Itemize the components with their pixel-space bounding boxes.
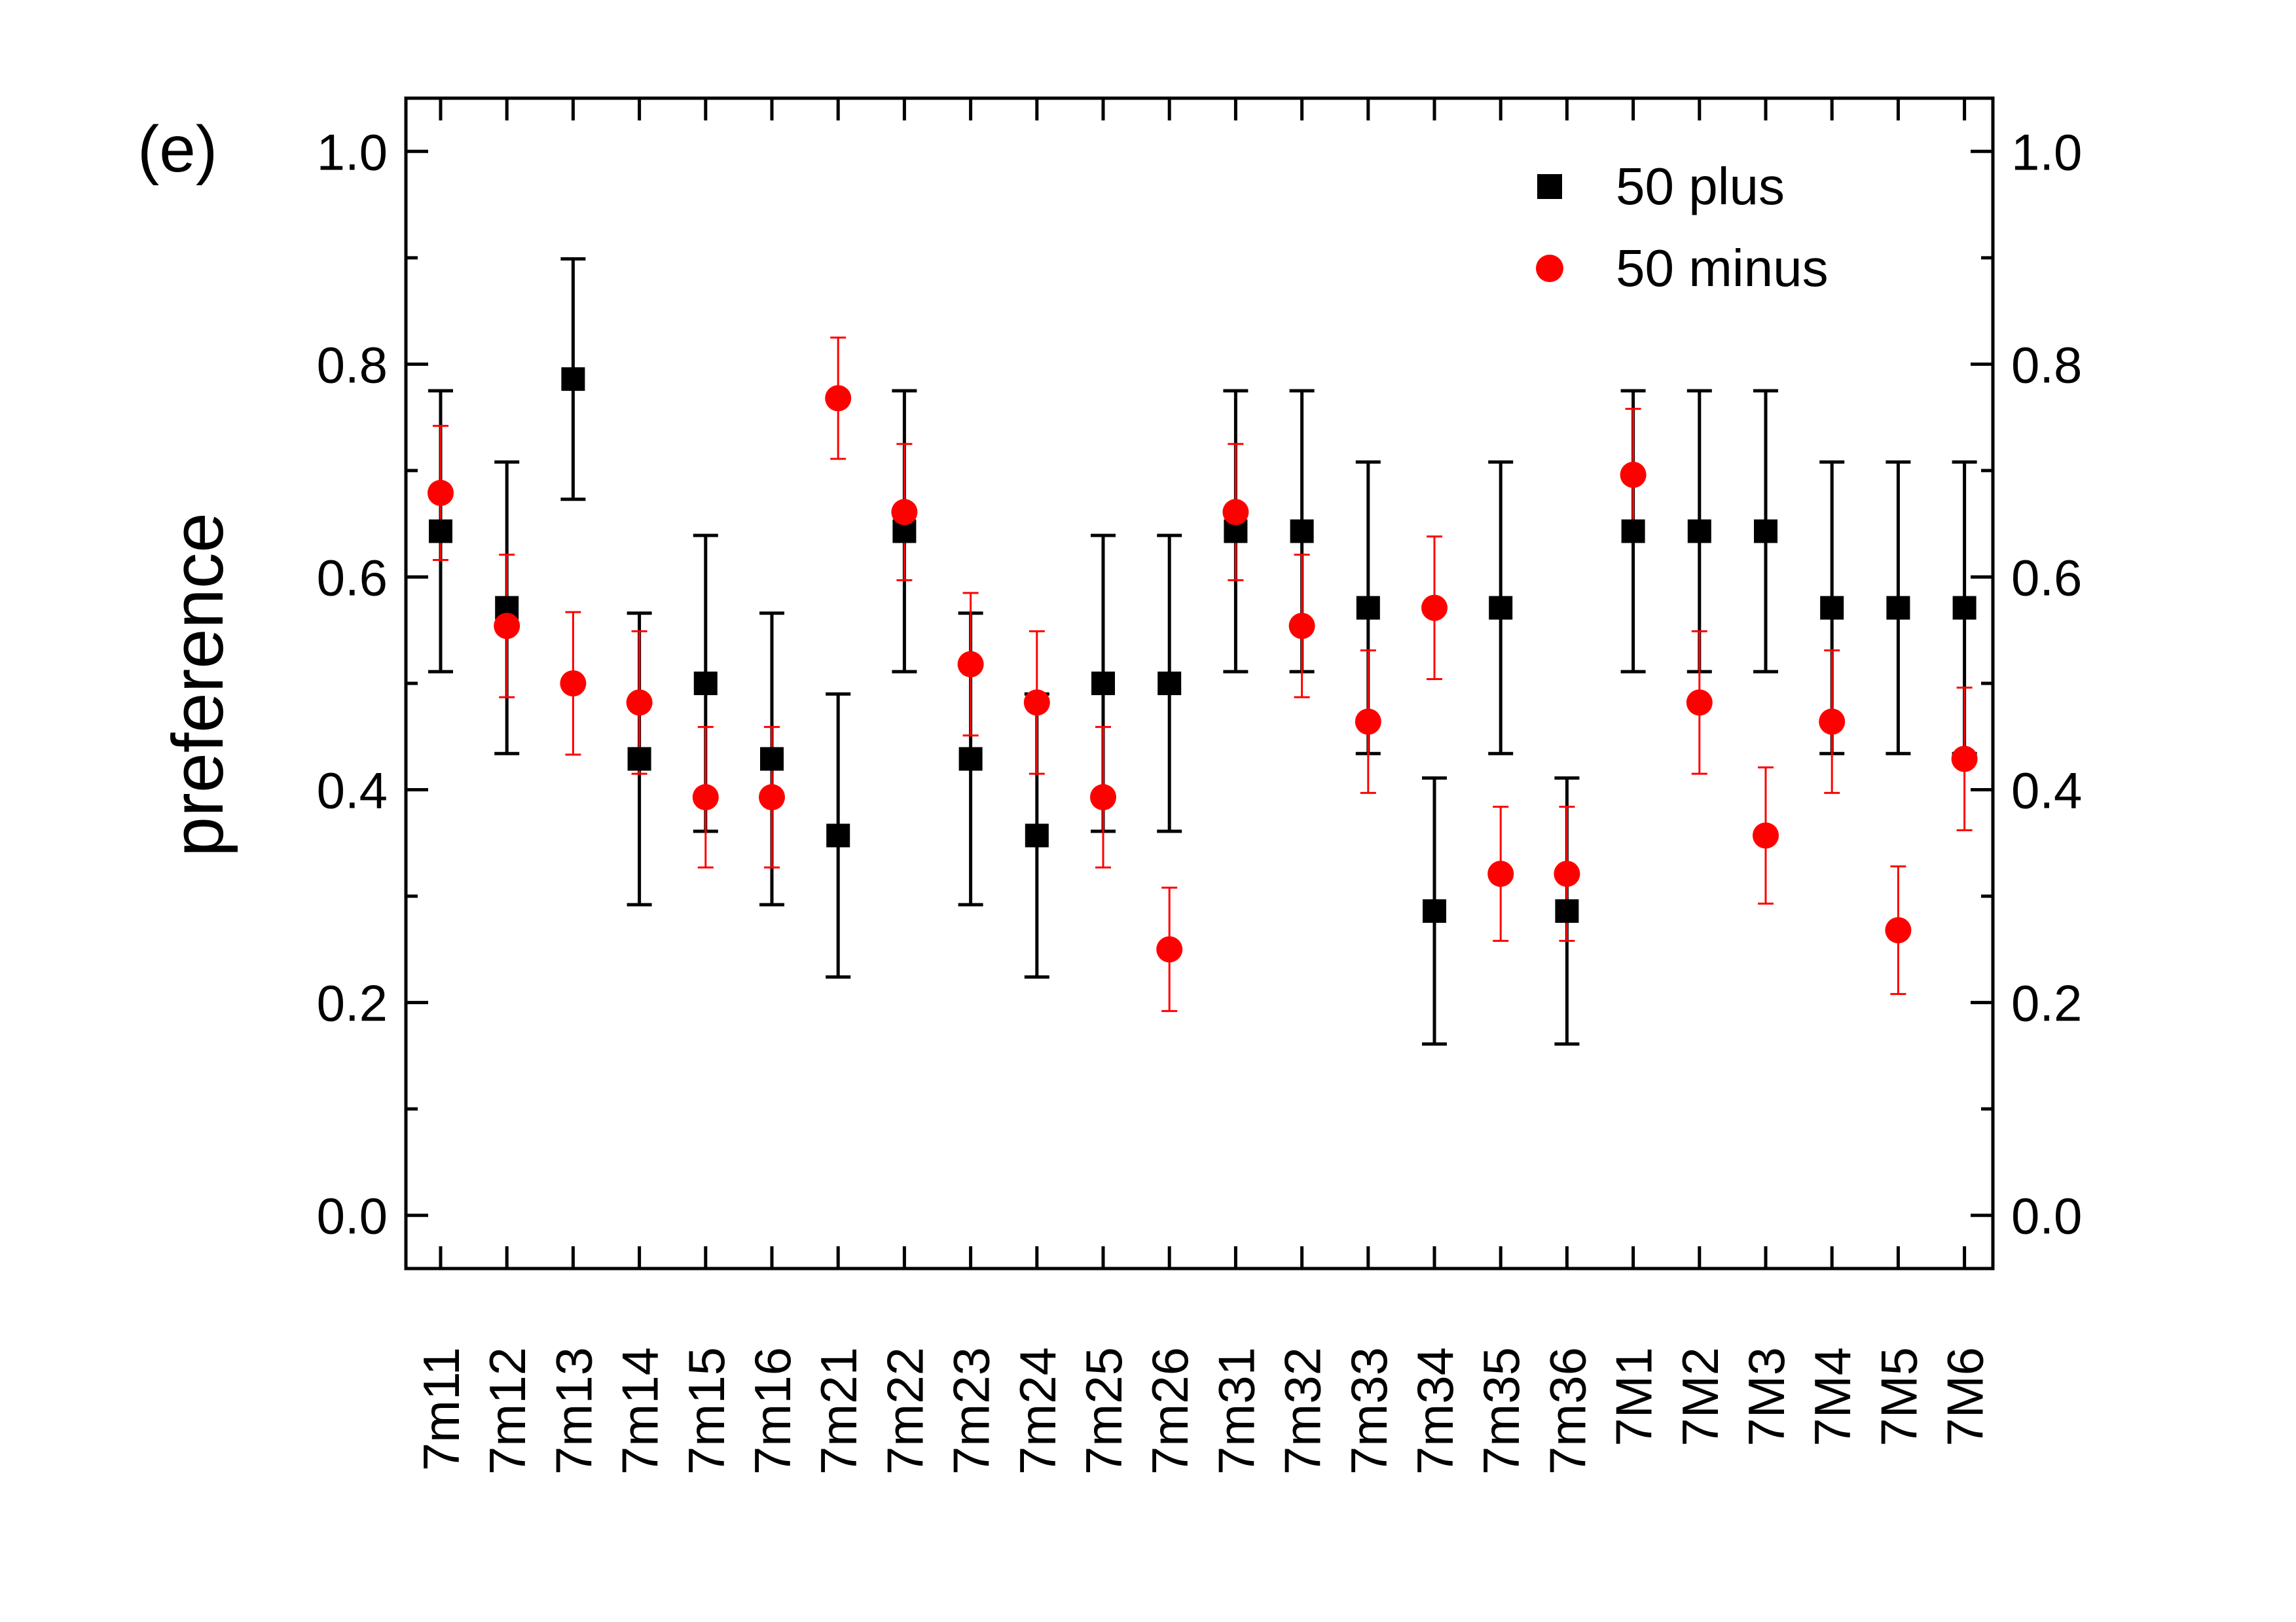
data-point-50-minus (891, 499, 918, 526)
legend-label-50-minus: 50 minus (1616, 239, 1829, 297)
x-category-label: 7m36 (1539, 1347, 1596, 1475)
x-category-label: 7M4 (1804, 1347, 1861, 1447)
panel-label: (e) (137, 113, 217, 186)
y-tick-label-right: 0.0 (2011, 1187, 2082, 1245)
x-category-label: 7m16 (744, 1347, 801, 1475)
legend-marker-50-minus (1536, 255, 1563, 282)
y-tick-label-left: 0.0 (317, 1187, 388, 1245)
data-point-50-minus (1156, 936, 1183, 963)
y-tick-label-left: 0.8 (317, 336, 388, 393)
y-tick-labels-right: 0.0 0.2 0.4 0.6 0.8 1.0 (2011, 123, 2082, 1244)
data-point-50-minus (1686, 689, 1713, 716)
data-point-50-plus (1754, 519, 1777, 543)
data-point-50-minus (560, 670, 587, 696)
x-category-label: 7m14 (611, 1347, 669, 1475)
x-category-label: 7m33 (1340, 1347, 1398, 1475)
data-point-50-plus (760, 747, 784, 771)
x-category-label: 7m23 (943, 1347, 1000, 1475)
data-point-50-minus (1819, 708, 1846, 735)
data-point-50-minus (692, 784, 719, 810)
plot-frame (404, 96, 1995, 1271)
x-category-label: 7m31 (1207, 1347, 1265, 1475)
y-tick-label-left: 0.2 (317, 975, 388, 1032)
data-point-50-plus (1952, 596, 1977, 620)
data-point-50-minus (1487, 860, 1514, 887)
data-point-50-minus (957, 651, 984, 677)
x-category-label: 7M5 (1870, 1347, 1927, 1447)
x-category-label: 7M6 (1937, 1347, 1994, 1447)
data-point-50-minus (494, 613, 520, 640)
x-category-label: 7m12 (479, 1347, 536, 1475)
y-tick-label-left: 1.0 (317, 123, 388, 181)
y-tick-label-right: 1.0 (2011, 123, 2082, 181)
data-point-50-minus (626, 689, 653, 716)
data-point-50-plus (627, 747, 651, 771)
legend-label-50-plus: 50 plus (1616, 157, 1785, 215)
x-category-label: 7m26 (1141, 1347, 1199, 1475)
data-point-50-plus (693, 672, 718, 695)
data-point-50-minus (1554, 860, 1580, 887)
x-category-label: 7m22 (876, 1347, 934, 1475)
data-point-50-plus (1489, 596, 1513, 620)
x-category-label: 7m15 (678, 1347, 735, 1475)
x-category-label: 7m34 (1406, 1347, 1464, 1475)
data-point-50-minus (1222, 499, 1249, 526)
y-tick-label-left: 0.6 (317, 549, 388, 606)
y-tick-label-right: 0.2 (2011, 975, 2082, 1032)
x-category-label: 7M1 (1605, 1347, 1663, 1447)
x-category-label: 7M2 (1671, 1347, 1729, 1447)
data-markers (428, 367, 1978, 963)
data-point-50-minus (1355, 708, 1381, 735)
data-point-50-plus (1820, 596, 1844, 620)
x-category-label: 7m11 (412, 1347, 470, 1471)
x-category-label: 7m32 (1274, 1347, 1332, 1475)
data-point-50-plus (1091, 672, 1115, 695)
data-point-50-plus (1356, 596, 1380, 620)
y-tick-labels-left: 0.0 0.2 0.4 0.6 0.8 1.0 (317, 123, 388, 1244)
data-point-50-plus (826, 823, 850, 848)
legend: 50 plus 50 minus (1536, 157, 1829, 297)
data-point-50-plus (1687, 519, 1711, 543)
y-tick-label-right: 0.4 (2011, 762, 2082, 820)
x-category-label: 7m13 (545, 1347, 602, 1475)
x-category-labels: 7m11 7m12 7m13 7m14 7m15 7m16 7m21 7m22 7m23 7m24… (412, 1347, 1994, 1475)
x-category-label: 7m21 (810, 1347, 867, 1475)
y-axis-title: preference (158, 513, 238, 857)
legend-marker-50-plus (1537, 174, 1562, 199)
x-category-label: 7m25 (1075, 1347, 1133, 1475)
y-tick-label-right: 0.8 (2011, 336, 2082, 393)
y-tick-label-right: 0.6 (2011, 549, 2082, 606)
data-point-50-minus (1885, 917, 1912, 944)
x-category-label: 7M3 (1738, 1347, 1795, 1447)
data-point-50-minus (1023, 689, 1050, 716)
data-point-50-minus (1090, 784, 1116, 810)
x-category-label: 7m35 (1472, 1347, 1530, 1475)
x-category-label: 7m24 (1009, 1347, 1066, 1475)
axis-ticks (406, 98, 1993, 1269)
data-point-50-plus (1886, 596, 1910, 620)
data-point-50-plus (1025, 823, 1049, 848)
data-point-50-plus (958, 747, 983, 771)
data-point-50-minus (1951, 746, 1978, 772)
data-point-50-plus (561, 367, 585, 391)
data-point-50-plus (1621, 519, 1645, 543)
data-point-50-plus (1423, 899, 1446, 923)
data-point-50-minus (1753, 822, 1779, 849)
data-point-50-plus (1157, 672, 1182, 695)
data-point-50-minus (1421, 594, 1448, 621)
data-point-50-plus (1555, 899, 1579, 923)
data-point-50-minus (1288, 613, 1315, 640)
data-point-50-minus (759, 784, 785, 810)
data-point-50-plus (429, 519, 452, 543)
data-point-50-minus (1620, 461, 1647, 488)
data-point-50-minus (428, 480, 454, 507)
y-tick-label-left: 0.4 (317, 762, 388, 820)
data-point-50-minus (825, 385, 852, 412)
data-point-50-plus (1290, 519, 1314, 543)
